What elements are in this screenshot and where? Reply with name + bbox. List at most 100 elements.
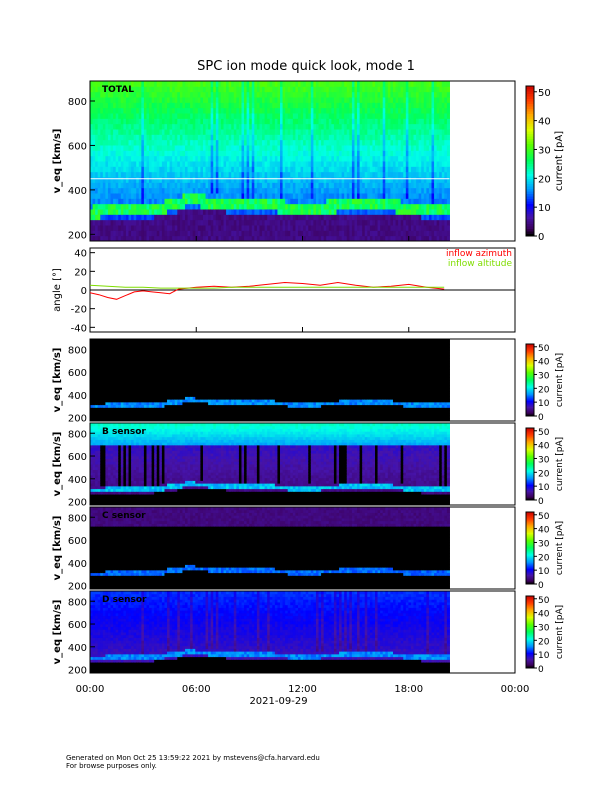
heatmap-cell [362,225,366,231]
heatmap-cell [341,166,345,173]
heatmap-cell [282,198,286,205]
heatmap-cell [154,118,158,125]
heatmap-cell [161,161,165,167]
heatmap-cell [210,123,214,130]
heatmap-cell [167,113,171,119]
heatmap-cell [215,123,219,130]
heatmap-cell [105,161,109,167]
heatmap-cell [156,145,160,151]
heatmap-cell [118,91,122,98]
heatmap-cell [341,198,345,205]
heatmap-cell [264,203,268,210]
heatmap-cell [226,150,230,157]
heatmap-cell [349,145,353,151]
heatmap-cell [323,182,327,189]
heatmap-cell [133,123,137,130]
heatmap-cell [354,166,358,173]
heatmap-cell [102,123,106,130]
heatmap-cell [295,214,299,221]
heatmap-cell [223,123,227,130]
heatmap-cell [95,91,99,98]
heatmap-cell [172,123,176,130]
heatmap-cell [154,155,158,162]
heatmap-cell [318,91,322,98]
heatmap-cell [187,187,191,194]
heatmap-cell [446,129,450,135]
heatmap-cell [313,171,317,178]
heatmap-cell [182,113,186,119]
heatmap-cell [190,182,194,189]
heatmap-cell [107,230,112,237]
heatmap-cell [318,155,322,162]
heatmap-cell [274,102,278,109]
heatmap-cell [192,102,196,109]
heatmap-cell [326,214,330,221]
heatmap-cell [246,214,250,221]
heatmap-cell [195,134,199,141]
heatmap-cell [280,171,284,178]
heatmap-cell [146,166,150,173]
heatmap-cell [321,214,325,221]
heatmap-cell [120,123,124,130]
heatmap-cell [244,182,248,189]
heatmap-cell [182,91,186,98]
heatmap-cell [359,203,363,210]
heatmap-cell [274,198,278,205]
heatmap-cell [185,102,189,109]
heatmap-cell [305,129,309,135]
heatmap-cell [195,209,199,215]
heatmap-cell [159,166,163,173]
heatmap-cell [328,134,332,141]
heatmap-cell [305,86,309,93]
heatmap-cell [336,209,340,215]
heatmap-cell [151,193,155,199]
heatmap-cell [238,219,242,226]
heatmap-cell [269,166,273,173]
heatmap-cell [123,113,127,119]
heatmap-cell [200,187,204,194]
heatmap-cell [287,97,291,103]
heatmap-cell [123,81,127,87]
heatmap-cell [346,150,350,157]
heatmap-cell [138,166,142,173]
heatmap-cell [300,81,304,87]
heatmap-cell [300,161,304,167]
heatmap-cell [177,129,181,135]
heatmap-cell [272,182,276,189]
heatmap-cell [187,129,191,135]
heatmap-cell [321,230,325,237]
heatmap-cell [313,225,317,231]
heatmap-cell [120,139,124,146]
heatmap-cell [167,145,171,151]
heatmap-cell [210,177,214,183]
heatmap-cell [115,102,119,109]
heatmap-cell [105,123,109,130]
heatmap-cell [287,235,291,242]
heatmap-cell [218,134,222,141]
heatmap-cell [190,118,194,125]
heatmap-cell [280,214,284,221]
heatmap-cell [326,123,330,130]
heatmap-cell [272,123,276,130]
heatmap-cell [310,123,314,130]
y-tick-label: 600 [68,141,87,152]
heatmap-cell [310,182,314,189]
heatmap-cell [172,86,176,93]
heatmap-cell [102,102,106,109]
heatmap-cell [446,145,450,151]
heatmap-cell [125,214,130,221]
heatmap-cell [274,86,278,93]
heatmap-cell [285,230,289,237]
heatmap-cell [125,166,130,173]
heatmap-cell [208,219,212,226]
heatmap-cell [107,150,112,157]
y-tick-label: -20 [71,305,87,316]
heatmap-cell [167,129,171,135]
heatmap-cell [141,177,145,183]
heatmap-cell [354,129,358,135]
heatmap-cell [341,107,345,114]
heatmap-cell [272,187,276,194]
heatmap-cell [133,145,137,151]
heatmap-cell [161,203,165,210]
heatmap-cell [251,166,255,173]
